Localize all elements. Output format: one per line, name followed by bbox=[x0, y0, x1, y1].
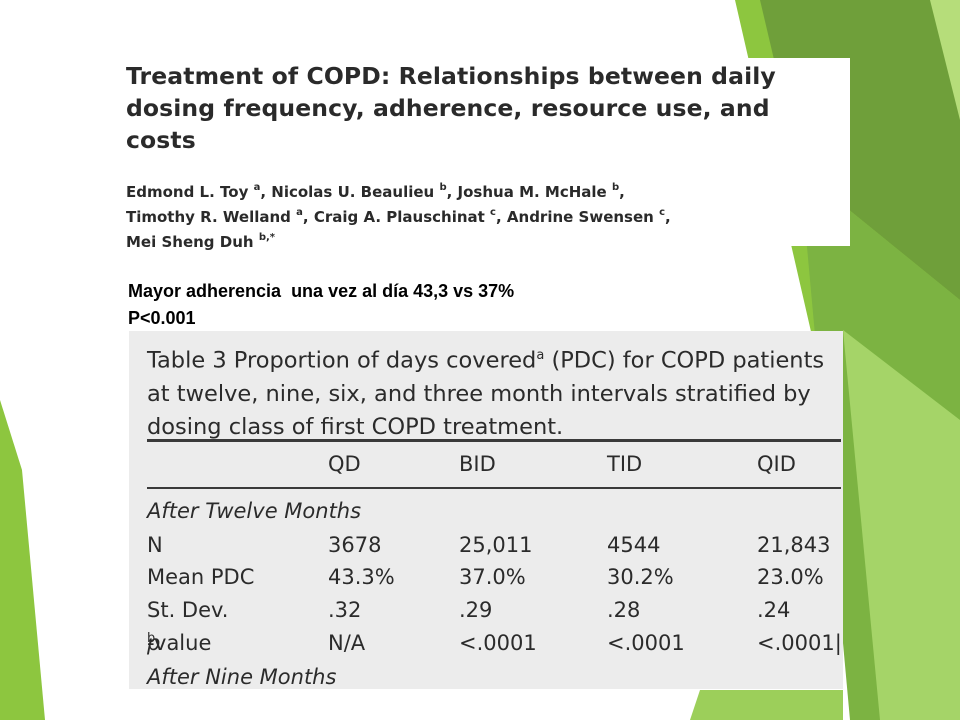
pvalue-label-rest: -value bbox=[147, 631, 212, 655]
summary-text: Mayor adherencia una vez al día 43,3 vs … bbox=[128, 278, 514, 332]
table-caption-main: Table 3 Proportion of days covered bbox=[147, 347, 537, 374]
summary-line-pvalue: P<0.001 bbox=[128, 308, 196, 328]
author-affiliation: b,* bbox=[258, 232, 275, 243]
paper-title: Treatment of COPD: Relationships between… bbox=[126, 62, 776, 154]
green-facet-light bbox=[843, 330, 960, 720]
author-name: Joshua M. McHale bbox=[457, 183, 607, 201]
table-image: Table 3 Proportion of days covereda (PDC… bbox=[129, 331, 843, 689]
table-cell: .29 bbox=[459, 598, 493, 622]
author-affiliation: b bbox=[439, 182, 447, 193]
author-name: Andrine Swensen bbox=[506, 208, 654, 226]
author-name: Nicolas U. Beaulieu bbox=[271, 183, 435, 201]
author-name: Timothy R. Welland bbox=[126, 208, 291, 226]
table-row: Mean PDC 43.3% 37.0% 30.2% 23.0% bbox=[147, 565, 841, 599]
table-cell: 23.0% bbox=[757, 565, 824, 589]
section-label: After Twelve Months bbox=[147, 499, 362, 523]
table-cell: 3678 bbox=[328, 533, 382, 557]
green-facet-bottom bbox=[690, 690, 843, 720]
table-header-row: QD BID TID QID bbox=[147, 452, 841, 486]
table-row-pvalue: p -value b N/A <.0001 <.0001 <.0001| bbox=[147, 631, 842, 665]
table-row: N 3678 25,011 4544 21,843 bbox=[147, 533, 841, 567]
author-affiliation: b bbox=[611, 182, 620, 193]
author-affiliation: c bbox=[490, 207, 496, 218]
table-header-rule bbox=[147, 487, 841, 489]
table-cell: 43.3% bbox=[328, 565, 395, 589]
table-cell: N/A bbox=[328, 631, 366, 655]
paper-authors: Edmond L. Toy a, Nicolas U. Beaulieu b, … bbox=[126, 182, 671, 251]
author-name: Craig A. Plauschinat bbox=[313, 208, 485, 226]
table-cell: 25,011 bbox=[459, 533, 533, 557]
row-label: St. Dev. bbox=[147, 598, 229, 622]
green-facet-left bbox=[0, 400, 45, 720]
table-cell: 37.0% bbox=[459, 565, 526, 589]
table-cell: <.0001 bbox=[607, 631, 685, 655]
author-name: Edmond L. Toy bbox=[126, 183, 249, 201]
section-label: After Nine Months bbox=[147, 665, 337, 689]
pvalue-label-sup: b bbox=[147, 631, 156, 646]
row-label: N bbox=[147, 533, 163, 557]
green-facet-corner bbox=[930, 0, 960, 120]
paper-header-image: Treatment of COPD: Relationships between… bbox=[118, 58, 850, 251]
table-cell: <.0001| bbox=[757, 631, 842, 655]
table-caption-rest: (PDC) for COPD patients at twelve, nine,… bbox=[147, 347, 825, 440]
table-top-rule bbox=[147, 439, 841, 442]
pvalue-label-italic: p bbox=[147, 631, 161, 655]
table-section-row: After Twelve Months bbox=[147, 499, 841, 533]
table-cell: .32 bbox=[328, 598, 362, 622]
author-affiliation: a bbox=[296, 207, 303, 218]
table-cell: .28 bbox=[607, 598, 641, 622]
table-cell: 30.2% bbox=[607, 565, 674, 589]
author-affiliation: c bbox=[659, 207, 666, 218]
column-header: QD bbox=[328, 452, 361, 476]
summary-line-adherence: Mayor adherencia una vez al día 43,3 vs … bbox=[128, 281, 515, 301]
row-label: p -value b bbox=[147, 631, 211, 655]
author-name: Mei Sheng Duh bbox=[126, 233, 254, 251]
table-section-row: After Nine Months bbox=[147, 665, 841, 689]
table-cell: .24 bbox=[757, 598, 791, 622]
author-affiliation: a bbox=[253, 182, 261, 193]
table-caption-sup: a bbox=[536, 348, 545, 363]
table-cell: 4544 bbox=[607, 533, 661, 557]
column-header: BID bbox=[459, 452, 496, 476]
column-header: QID bbox=[757, 452, 796, 476]
table-row: St. Dev. .32 .29 .28 .24 bbox=[147, 598, 841, 632]
row-label: Mean PDC bbox=[147, 565, 255, 589]
table-cell: 21,843 bbox=[757, 533, 831, 557]
table-cell: <.0001 bbox=[459, 631, 537, 655]
table-caption: Table 3 Proportion of days covereda (PDC… bbox=[147, 339, 841, 444]
column-header: TID bbox=[607, 452, 643, 476]
